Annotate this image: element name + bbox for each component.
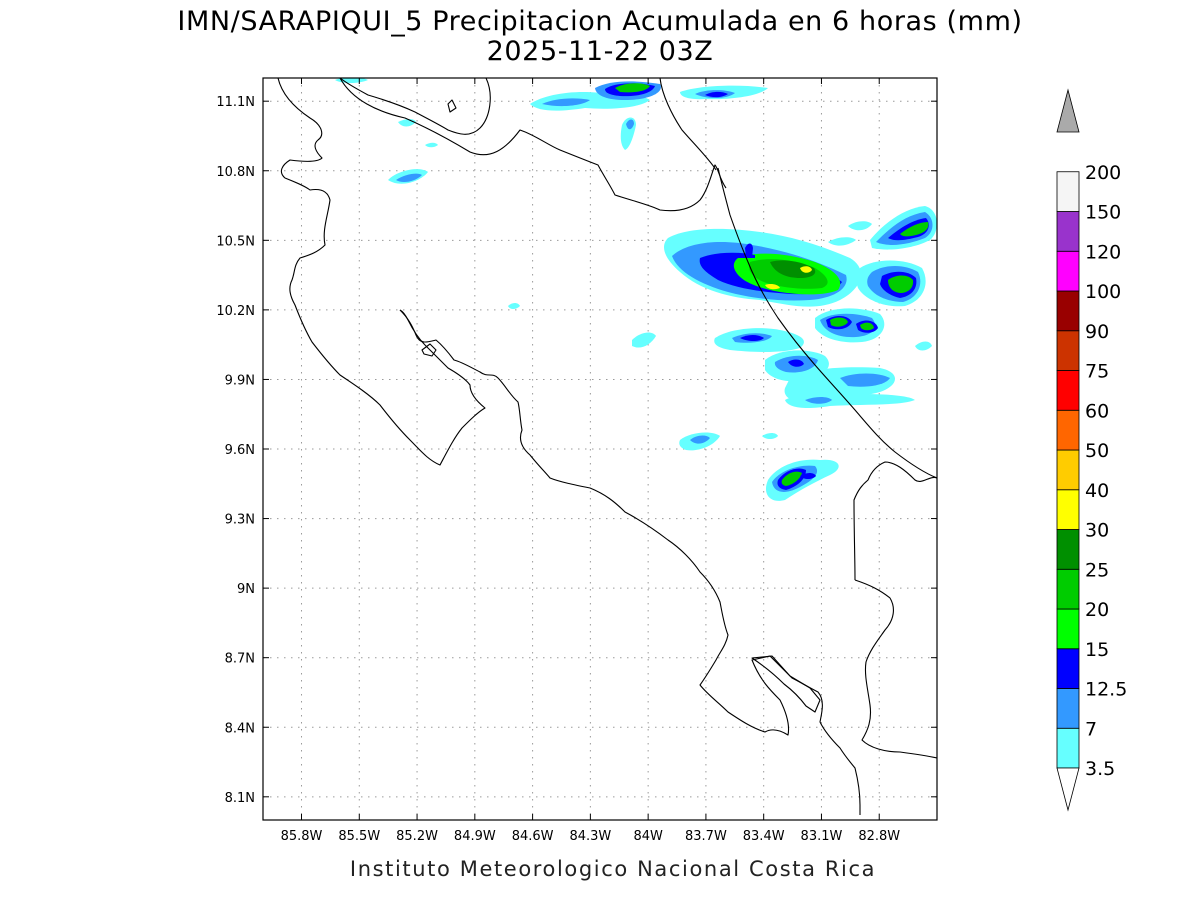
legend-swatch <box>1056 648 1080 689</box>
lon-tick-label: 85.2W <box>396 829 438 844</box>
map-graticule <box>263 78 937 820</box>
lat-tick-label: 10.5N <box>216 234 255 249</box>
caribbean-coast <box>717 167 937 479</box>
lat-tick-label: 10.8N <box>216 165 255 180</box>
panama-coast-south <box>854 579 937 759</box>
legend-swatch <box>1056 211 1080 252</box>
lat-tick-label: 9.6N <box>225 443 255 458</box>
panama-border <box>853 461 937 581</box>
pacific-coast-north <box>277 78 486 466</box>
legend-swatch <box>1056 529 1080 570</box>
legend-label: 90 <box>1085 321 1109 343</box>
lake-nicaragua-shore <box>339 78 491 135</box>
lon-tick-label: 85.5W <box>338 829 380 844</box>
lon-tick-label: 82.8W <box>858 829 900 844</box>
small-island <box>447 99 457 113</box>
lat-tick-label: 8.7N <box>225 652 255 667</box>
legend-swatch <box>1056 688 1080 729</box>
legend-swatch <box>1056 568 1080 610</box>
legend-swatch <box>1056 449 1080 491</box>
legend-label: 7 <box>1085 718 1097 740</box>
legend-swatch <box>1056 370 1080 411</box>
lat-tick-label: 11.1N <box>216 95 255 110</box>
map-title: IMN/SARAPIQUI_5 Precipitacion Acumulada … <box>177 6 1022 37</box>
lon-tick-label: 85.8W <box>281 829 323 844</box>
lat-tick-label: 8.1N <box>225 791 255 806</box>
legend-label: 60 <box>1085 400 1109 422</box>
color-legend: 3.5 7 12.5 15 20 25 30 40 50 60 75 90 100 120 150 200 <box>1056 88 1127 812</box>
lon-tick-label: 84.3W <box>569 829 611 844</box>
legend-under-triangle <box>1056 767 1080 812</box>
precipitation-shading <box>335 78 937 501</box>
lon-tick-label: 84.9W <box>454 829 496 844</box>
lon-tick-label: 83.1W <box>801 829 843 844</box>
legend-swatch <box>1056 409 1080 451</box>
lat-tick-label: 10.2N <box>216 304 255 319</box>
legend-label: 3.5 <box>1085 758 1115 780</box>
legend-swatch <box>1056 727 1080 769</box>
legend-over-triangle <box>1056 88 1080 133</box>
coastlines-and-borders <box>277 78 937 815</box>
legend-label: 30 <box>1085 520 1109 542</box>
lat-tick-label: 9N <box>237 582 255 597</box>
osa-peninsula <box>751 655 821 713</box>
legend-label: 150 <box>1085 202 1121 224</box>
legend-swatch <box>1056 290 1080 332</box>
footer-credit: Instituto Meteorologico Nacional Costa R… <box>350 857 876 881</box>
legend-label: 15 <box>1085 639 1109 661</box>
axis-labels: 85.8W 85.5W 85.2W 84.9W 84.6W 84.3W 84W 83.7W 83… <box>216 78 937 844</box>
legend-label: 100 <box>1085 281 1121 303</box>
legend-swatch <box>1056 608 1080 650</box>
north-inland-line <box>659 78 717 171</box>
lat-tick-label: 8.4N <box>225 721 255 736</box>
lat-tick-label: 9.3N <box>225 513 255 528</box>
nicoya-island <box>421 343 437 357</box>
legend-swatch <box>1056 250 1080 292</box>
lon-tick-label: 83.7W <box>685 829 727 844</box>
cell-far-northeast <box>828 206 937 250</box>
map-subtitle-datetime: 2025-11-22 03Z <box>487 36 714 67</box>
legend-label: 50 <box>1085 440 1109 462</box>
legend-swatch <box>1056 330 1080 371</box>
lon-tick-label: 84W <box>633 829 663 844</box>
cell-north-border <box>335 78 768 184</box>
cell-central-east <box>508 303 932 451</box>
cell-limon-south <box>765 459 839 501</box>
legend-label: 40 <box>1085 480 1109 502</box>
lon-tick-label: 83.4W <box>743 829 785 844</box>
legend-label: 12.5 <box>1085 679 1127 701</box>
legend-swatch <box>1056 171 1080 212</box>
legend-label: 75 <box>1085 361 1109 383</box>
cell-east-coast <box>856 260 926 307</box>
legend-swatch <box>1056 489 1080 530</box>
legend-label: 120 <box>1085 241 1121 263</box>
legend-label: 20 <box>1085 599 1109 621</box>
legend-label: 200 <box>1085 162 1121 184</box>
legend-label: 25 <box>1085 559 1109 581</box>
lat-tick-label: 9.9N <box>225 373 255 388</box>
north-border-line <box>339 78 727 212</box>
lon-tick-label: 84.6W <box>512 829 554 844</box>
cell-northeast-main <box>664 228 861 307</box>
